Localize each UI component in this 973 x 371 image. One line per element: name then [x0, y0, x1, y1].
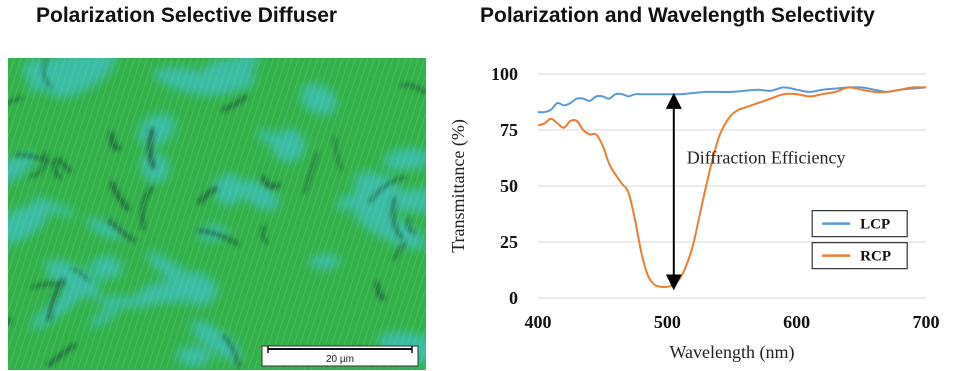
right-panel-title: Polarization and Wavelength Selectivity [480, 4, 875, 27]
y-tick-label: 100 [491, 64, 518, 84]
micrograph-image: 20 µm [8, 58, 426, 370]
x-tick-label: 700 [913, 312, 940, 332]
scale-bar-label: 20 µm [326, 354, 354, 365]
series-line-rcp [537, 86, 927, 289]
y-tick-label: 25 [500, 232, 518, 252]
y-axis-label: Transmittance (%) [448, 119, 469, 253]
x-tick-label: 500 [654, 312, 681, 332]
y-axis-ticks: 0 25 50 75 100 [491, 64, 518, 308]
transmittance-chart: 0 25 50 75 100 400 500 600 700 Diffraction Effi… [448, 64, 940, 363]
y-tick-label: 75 [500, 120, 518, 140]
y-tick-label: 50 [500, 176, 518, 196]
y-tick-label: 0 [509, 288, 518, 308]
legend-item-lcp: LCP [811, 210, 908, 238]
legend-item-rcp: RCP [811, 242, 908, 270]
x-axis-ticks: 400 500 600 700 [525, 312, 940, 332]
x-tick-label: 600 [783, 312, 810, 332]
micrograph-svg: 20 µm [8, 58, 426, 370]
left-panel-title: Polarization Selective Diffuser [36, 4, 338, 27]
legend: LCP RCP [811, 210, 908, 270]
legend-label: LCP [860, 217, 890, 233]
scale-bar: 20 µm [261, 345, 419, 367]
grid [538, 73, 926, 299]
x-axis-label: Wavelength (nm) [669, 342, 794, 363]
annotation: Diffraction Efficiency [665, 92, 846, 291]
annotation-label: Diffraction Efficiency [687, 148, 846, 168]
legend-label: RCP [860, 249, 891, 265]
x-tick-label: 400 [525, 312, 552, 332]
